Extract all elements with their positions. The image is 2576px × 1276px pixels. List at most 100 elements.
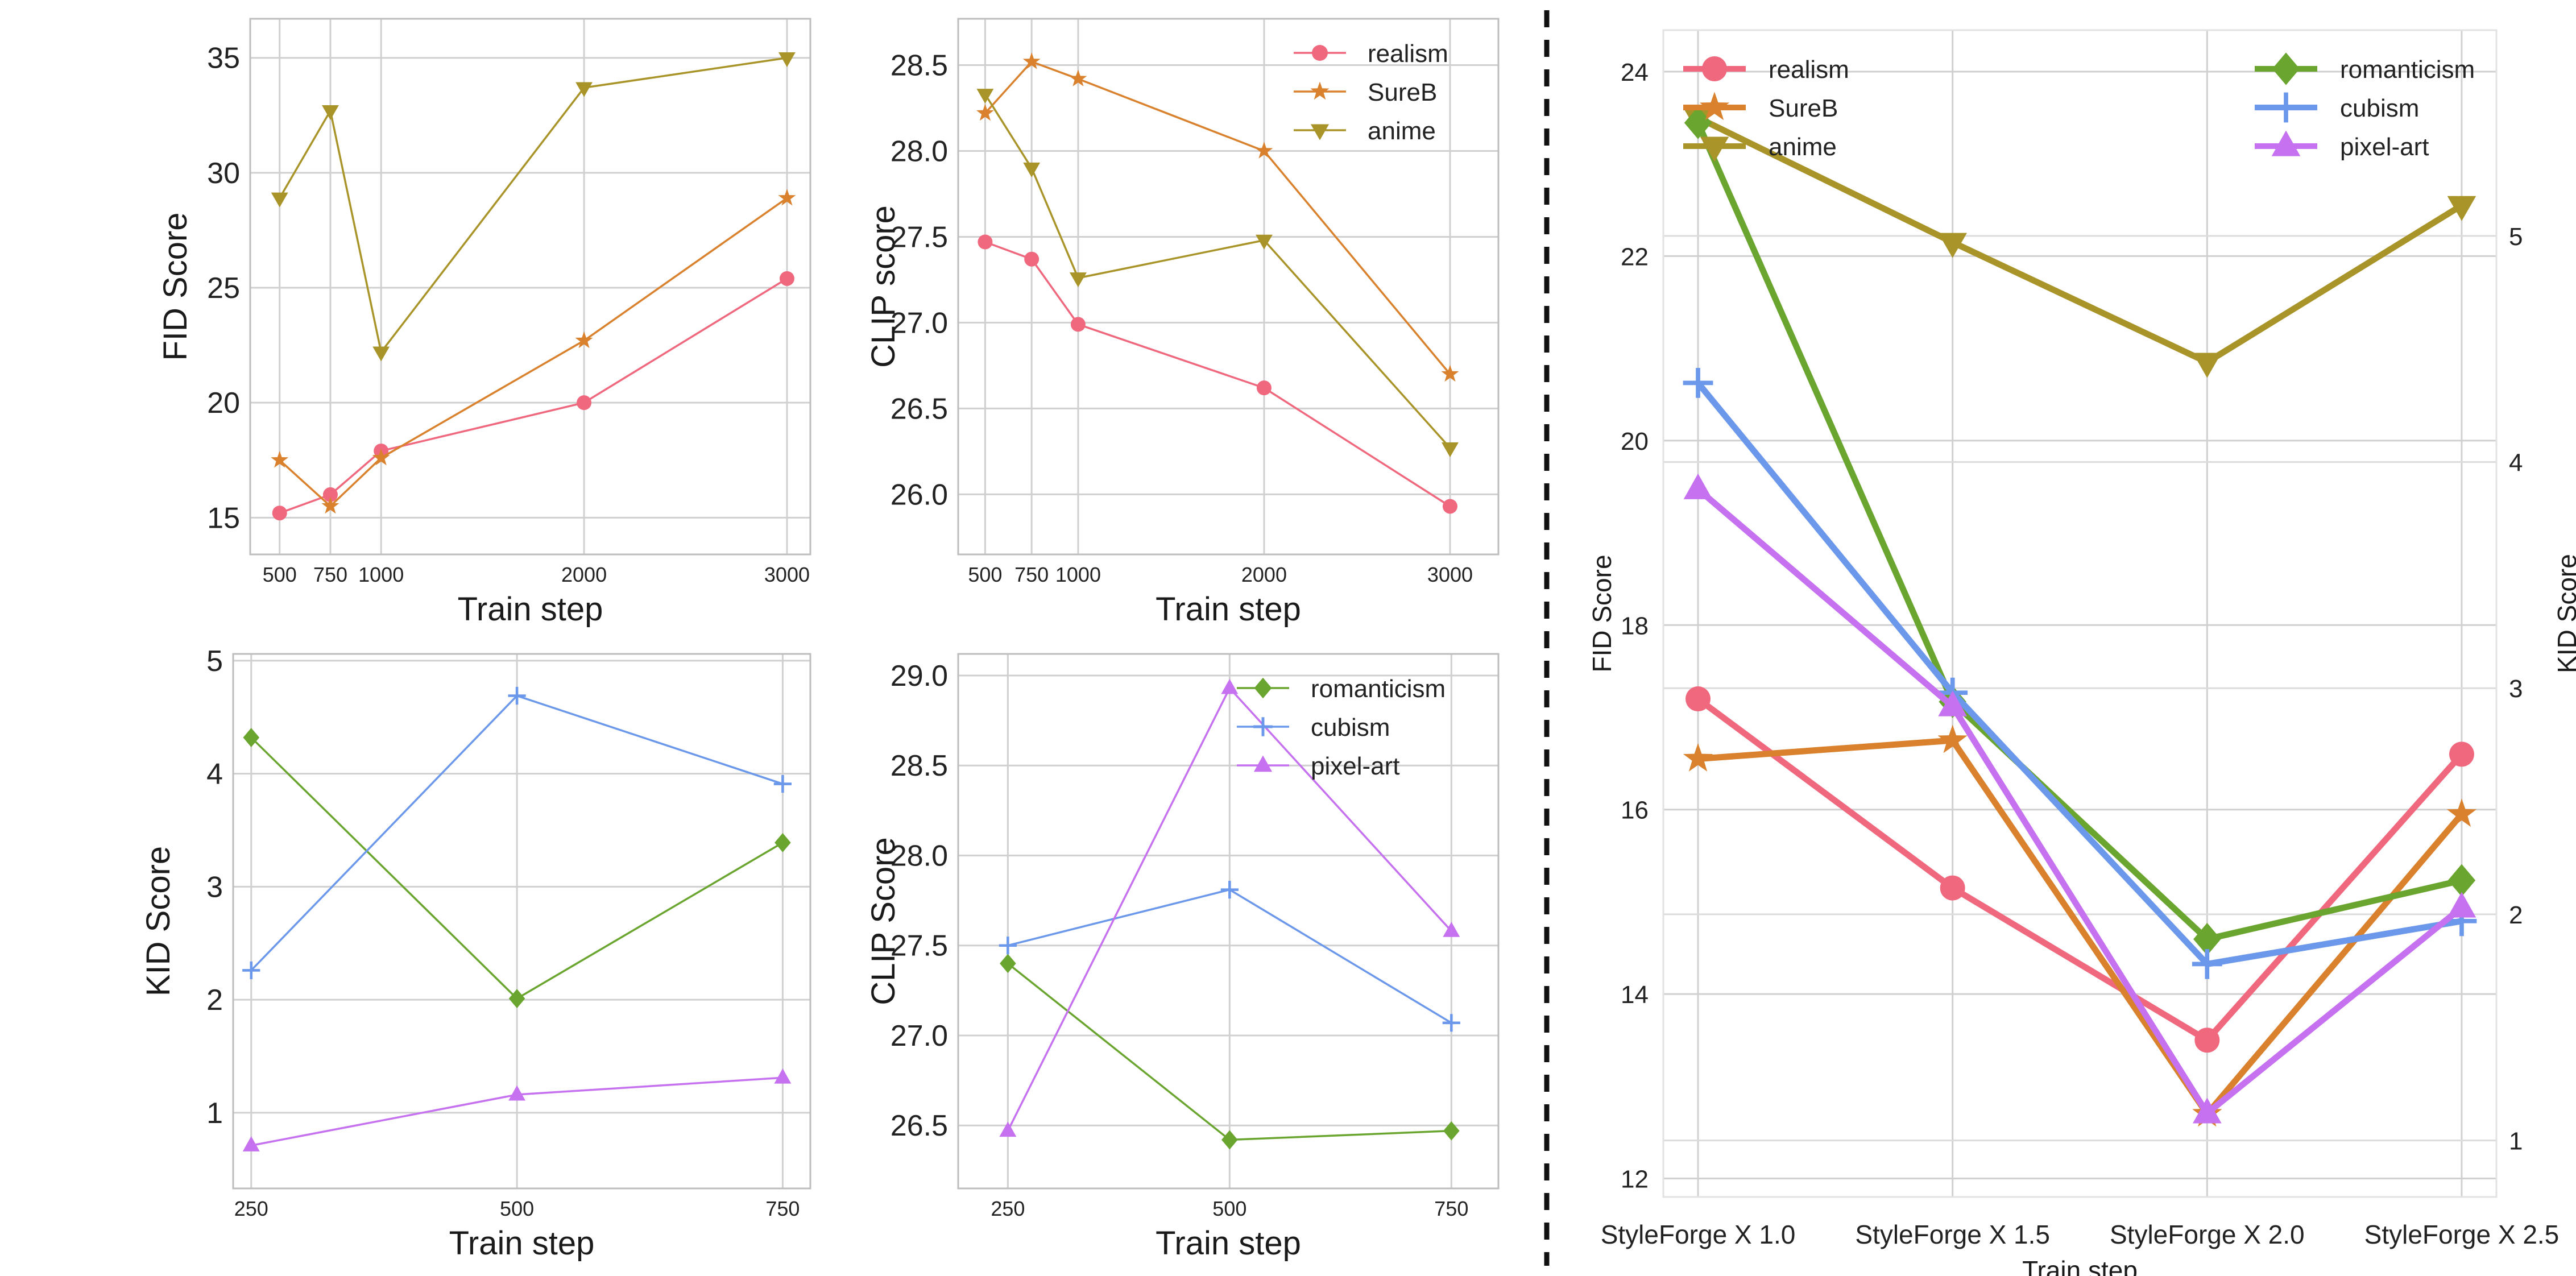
legend-marker-cubism xyxy=(1253,717,1273,736)
legend-label-realism: realism xyxy=(1368,40,1448,68)
y-tick-label: 18 xyxy=(1621,612,1649,640)
y-tick-label: 26.5 xyxy=(891,1109,948,1142)
legend: romanticism cubism pixel-art xyxy=(1237,675,1446,780)
x-tick-label: StyleForge X 1.5 xyxy=(1855,1220,2050,1249)
y-tick-label: 26.5 xyxy=(891,392,948,425)
data-point-anime xyxy=(1442,442,1459,458)
data-point-SureB xyxy=(778,189,796,206)
data-point-anime xyxy=(778,52,796,67)
legend-marker-romanticism xyxy=(2272,52,2300,85)
plot-area xyxy=(958,654,1498,1188)
y-tick-label: 25 xyxy=(207,272,240,305)
x-tick-label: 500 xyxy=(500,1197,534,1220)
y-axis-label: FID Score xyxy=(157,212,194,361)
data-point-romanticism xyxy=(2193,923,2221,956)
data-point-anime xyxy=(2447,196,2476,221)
legend-marker-anime xyxy=(1700,136,1729,162)
y-tick-label: 15 xyxy=(207,502,240,535)
data-point-SureB xyxy=(1069,69,1087,86)
data-point-SureB xyxy=(1937,724,1968,753)
data-point-romanticism xyxy=(243,728,260,747)
data-point-pixel-art xyxy=(1938,690,1967,716)
legend-label-SureB: SureB xyxy=(1368,78,1437,106)
legend-label-pixel-art: pixel-art xyxy=(1311,752,1400,780)
x-tick-label: 3000 xyxy=(764,563,810,586)
x-tick-label: StyleForge X 2.0 xyxy=(2110,1220,2305,1249)
data-point-anime xyxy=(1938,233,1967,258)
y-tick-label: 30 xyxy=(207,157,240,190)
legend-marker-cubism xyxy=(2271,92,2301,123)
series-line-cubism xyxy=(1695,380,2462,967)
data-point-realism xyxy=(2449,741,2474,767)
data-point-realism xyxy=(978,234,993,250)
series-line-romanticism xyxy=(1695,121,2463,943)
x-axis-label: Train step xyxy=(458,591,603,628)
data-point-romanticism xyxy=(508,989,525,1009)
y-right-tick-label: 3 xyxy=(2509,675,2523,703)
data-point-cubism xyxy=(2192,949,2222,979)
data-point-pixel-art xyxy=(999,1121,1017,1137)
y-tick-label: 28.5 xyxy=(891,49,948,82)
x-tick-label: 3000 xyxy=(1427,563,1473,586)
clip-styles-chart: 500 750 1000 2000 3000 26.0 26.5 27.0 27.5 28.0 28… xyxy=(865,18,1500,628)
plot-area xyxy=(250,19,810,554)
y-tick-label: 12 xyxy=(1621,1166,1649,1194)
x-tick-label: 2000 xyxy=(561,563,607,586)
series-pixel-art xyxy=(242,1068,792,1151)
data-point-pixel-art xyxy=(2447,892,2476,918)
legend-marker-romanticism xyxy=(1254,677,1272,699)
data-point-realism xyxy=(1070,317,1086,332)
series-line-anime xyxy=(1696,115,2463,366)
series-line-SureB xyxy=(1697,737,2465,1117)
series-romanticism xyxy=(243,728,791,1009)
plot-area xyxy=(1663,30,2496,1197)
series-anime xyxy=(976,89,1459,458)
series-pixel-art xyxy=(1683,473,2476,1124)
data-point-cubism xyxy=(773,774,792,793)
data-point-SureB xyxy=(1683,743,1713,772)
data-point-romanticism xyxy=(775,832,791,852)
y-right-tick-label: 1 xyxy=(2509,1128,2523,1155)
data-point-SureB xyxy=(1441,364,1459,382)
data-point-romanticism xyxy=(1221,1130,1238,1150)
series-line-pixel-art xyxy=(1696,487,2464,1117)
data-point-SureB xyxy=(1022,52,1041,69)
plot-frame xyxy=(1662,29,2498,1198)
data-point-pixel-art xyxy=(774,1068,792,1084)
series-realism xyxy=(978,234,1457,514)
legend-label-anime: anime xyxy=(1769,133,1837,161)
y-right-tick-label: 2 xyxy=(2509,901,2523,929)
y-tick-label: 28.0 xyxy=(891,839,948,872)
legend-marker-SureB xyxy=(1310,81,1330,100)
y-tick-label: 28.0 xyxy=(891,135,948,168)
plot-frame xyxy=(249,18,811,556)
data-point-realism xyxy=(1442,499,1457,514)
y-tick-label: 20 xyxy=(1621,428,1649,455)
legend-label-anime: anime xyxy=(1368,117,1436,145)
data-point-anime xyxy=(976,89,994,104)
x-tick-label: 1000 xyxy=(358,563,404,586)
series-romanticism xyxy=(1684,106,2476,956)
series-SureB xyxy=(271,189,796,514)
y-tick-label: 1 xyxy=(206,1097,223,1130)
data-point-pixel-art xyxy=(242,1136,260,1151)
x-tick-label: 500 xyxy=(1212,1197,1246,1220)
y-tick-label: 22 xyxy=(1621,243,1649,271)
y-axis-label: CLIP Score xyxy=(865,837,902,1005)
series-SureB xyxy=(976,52,1459,382)
data-point-pixel-art xyxy=(508,1085,526,1101)
data-point-realism xyxy=(2194,1028,2220,1053)
data-point-SureB xyxy=(321,496,339,514)
data-point-anime xyxy=(372,346,390,362)
legend: realism SureB anime xyxy=(1294,40,1448,145)
y-tick-label: 29.0 xyxy=(891,660,948,693)
data-point-romanticism xyxy=(1000,954,1016,973)
x-tick-label: 750 xyxy=(1434,1197,1468,1220)
series-line-realism xyxy=(1696,696,2465,1043)
x-axis-label: Train step xyxy=(1156,591,1301,628)
y-tick-label: 27.0 xyxy=(891,1020,948,1053)
legend-marker-SureB xyxy=(1699,92,1730,121)
data-point-realism xyxy=(322,487,338,502)
data-point-romanticism xyxy=(2447,864,2476,897)
